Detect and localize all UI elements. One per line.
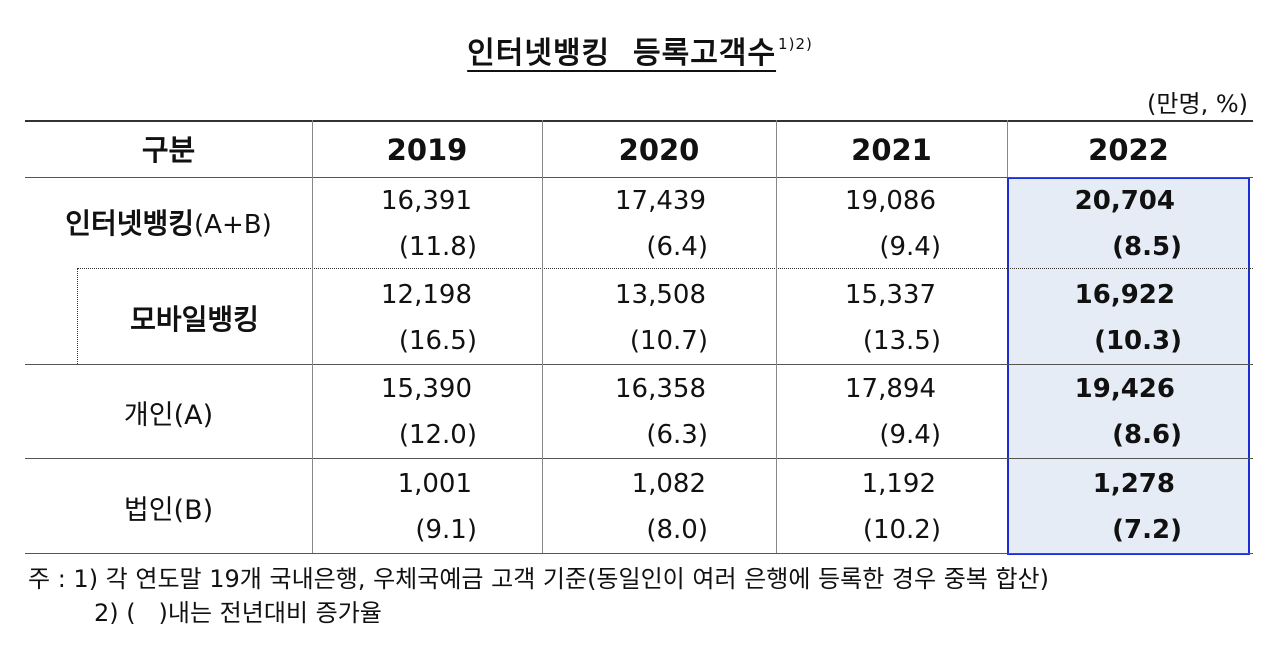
value-2022: 16,922: [1074, 280, 1175, 310]
row-divider: [25, 458, 1253, 459]
growth-2021: (10.2): [862, 515, 941, 545]
title-text: 인터넷뱅킹 등록고객수: [467, 36, 777, 71]
growth-2019: (12.0): [398, 420, 477, 450]
footnote-2: 2) ( )내는 전년대비 증가율: [94, 599, 382, 627]
table-top-border: [25, 120, 1253, 122]
row-divider-dotted: [77, 268, 1253, 269]
growth-2020: (6.3): [646, 420, 708, 450]
row-label-corporate: 법인(B): [123, 495, 214, 526]
header-year-2020: 2020: [618, 133, 700, 167]
growth-2020: (10.7): [629, 326, 708, 356]
value-2019: 15,390: [381, 374, 472, 404]
indent-dotted-line: [77, 268, 78, 364]
column-divider: [1007, 120, 1008, 177]
value-2020: 17,439: [615, 186, 706, 216]
value-2022: 1,278: [1092, 469, 1175, 499]
column-divider: [776, 120, 777, 553]
footnotes: 주 : 1) 각 연도말 19개 국내은행, 우체국예금 고객 기준(동일인이 …: [28, 562, 1049, 630]
row-label-suffix: (A+B): [194, 210, 272, 240]
growth-2022: (7.2): [1112, 515, 1182, 545]
header-year-2021: 2021: [851, 133, 932, 167]
column-divider: [312, 120, 313, 553]
growth-2022: (8.5): [1112, 232, 1182, 262]
page-title: 인터넷뱅킹 등록고객수 1)2): [0, 28, 1280, 72]
column-divider: [542, 120, 543, 553]
value-2022: 20,704: [1074, 186, 1175, 216]
value-2021: 19,086: [845, 186, 936, 216]
header-year-2019: 2019: [386, 133, 468, 167]
growth-2020: (6.4): [646, 232, 708, 262]
growth-2021: (13.5): [862, 326, 941, 356]
value-2021: 15,337: [845, 280, 936, 310]
footnote-1: 주 : 1) 각 연도말 19개 국내은행, 우체국예금 고객 기준(동일인이 …: [28, 565, 1050, 593]
value-2019: 12,198: [381, 280, 472, 310]
row-label-internet-banking: 인터넷뱅킹(A+B): [25, 202, 312, 242]
value-2022: 19,426: [1074, 374, 1175, 404]
growth-2021: (9.4): [879, 420, 941, 450]
growth-2021: (9.4): [879, 232, 941, 262]
row-label-mobile-banking: 모바일뱅킹: [130, 303, 259, 336]
highlight-2022-column: [1007, 177, 1250, 555]
growth-2022: (8.6): [1112, 420, 1182, 450]
table-bottom-border: [25, 553, 1253, 554]
growth-2022: (10.3): [1094, 326, 1182, 356]
header-year-2022: 2022: [1088, 133, 1169, 167]
value-2021: 1,192: [861, 469, 936, 499]
growth-2019: (11.8): [398, 232, 477, 262]
header-divider: [25, 177, 1253, 178]
value-2020: 16,358: [615, 374, 706, 404]
row-label-text: 인터넷뱅킹: [65, 207, 195, 240]
value-2020: 1,082: [631, 469, 706, 499]
value-2019: 1,001: [397, 469, 472, 499]
value-2021: 17,894: [845, 374, 936, 404]
growth-2019: (16.5): [398, 326, 477, 356]
unit-label: (만명, %): [1147, 90, 1248, 118]
data-table: 구분 2019 2020 2021 2022 인터넷뱅킹(A+B) 16,391…: [25, 120, 1253, 556]
row-label-individual: 개인(A): [123, 400, 214, 431]
growth-2020: (8.0): [646, 515, 708, 545]
value-2019: 16,391: [381, 186, 472, 216]
value-2020: 13,508: [615, 280, 706, 310]
title-footnote-ref: 1)2): [778, 35, 813, 53]
growth-2019: (9.1): [415, 515, 477, 545]
header-category: 구분: [141, 133, 196, 167]
row-divider: [25, 364, 1253, 365]
